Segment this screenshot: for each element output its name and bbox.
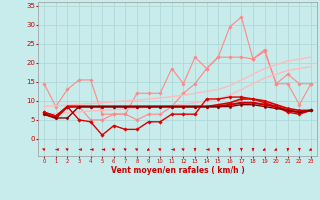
X-axis label: Vent moyen/en rafales ( km/h ): Vent moyen/en rafales ( km/h ) xyxy=(111,166,244,175)
